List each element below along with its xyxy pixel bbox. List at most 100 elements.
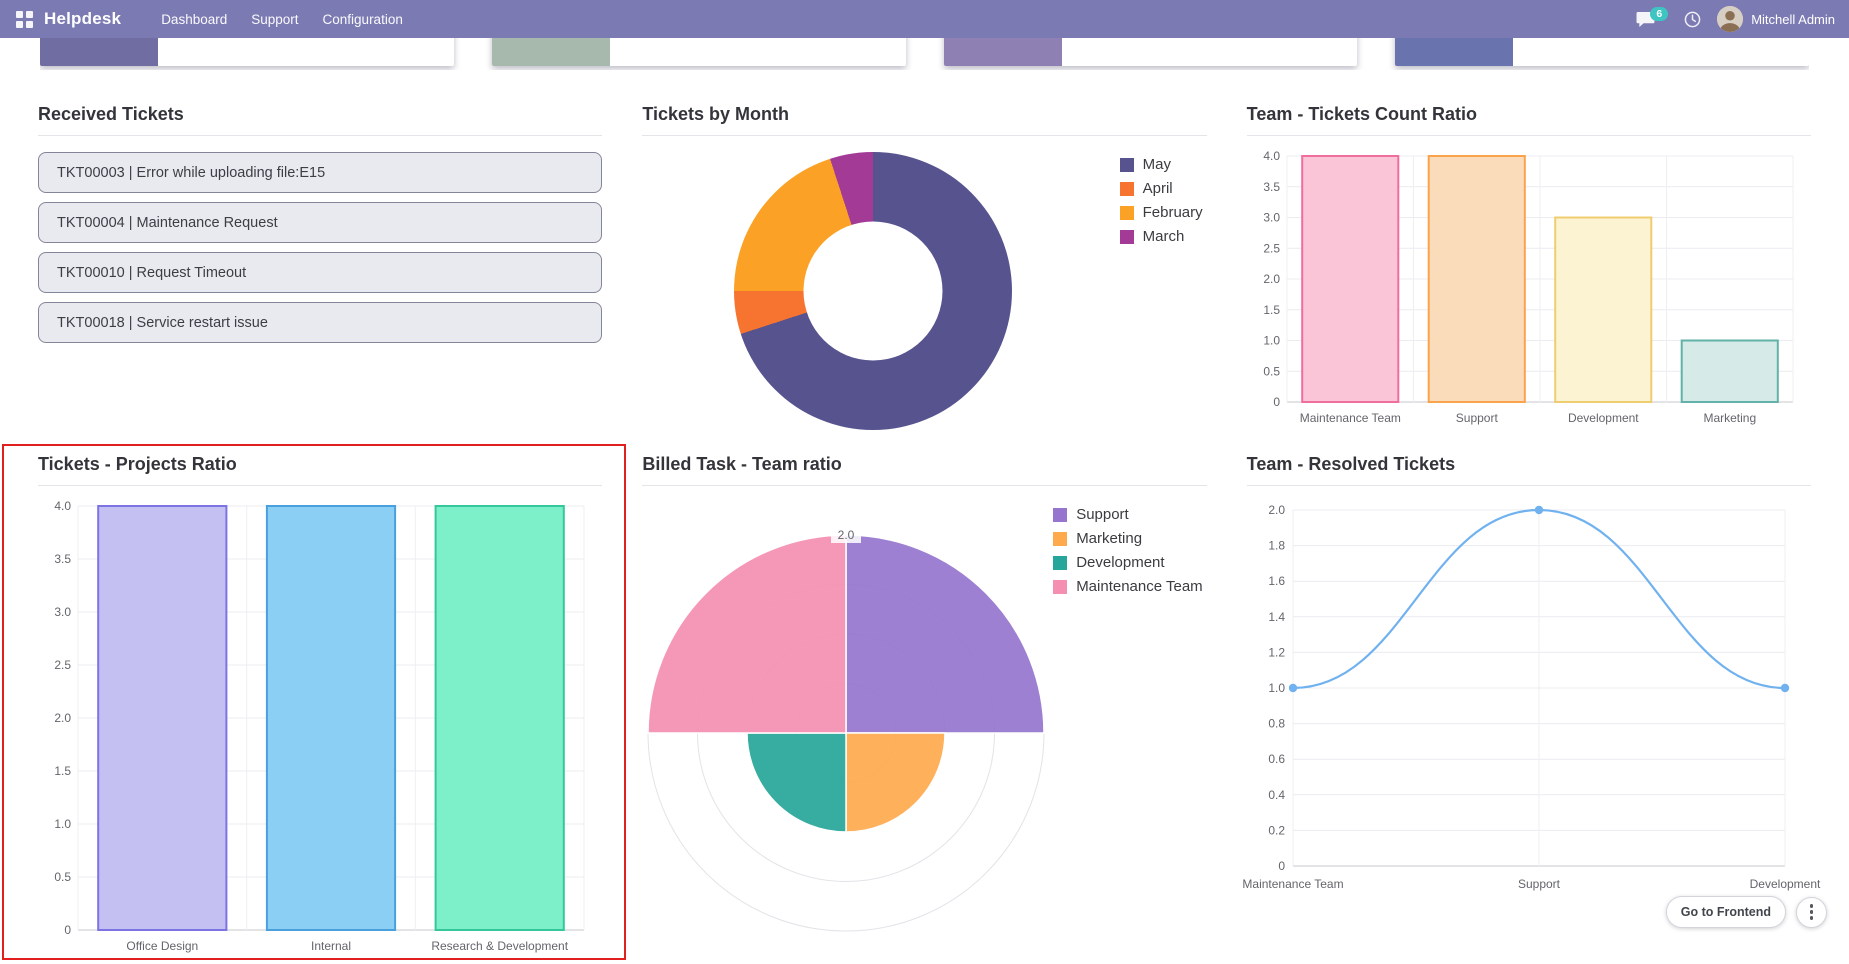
panel-title-received-tickets: Received Tickets [38, 100, 603, 136]
user-menu[interactable]: Mitchell Admin [1717, 6, 1835, 32]
menu-configuration[interactable]: Configuration [322, 11, 403, 27]
legend-label: May [1142, 156, 1171, 173]
svg-text:3.0: 3.0 [1263, 211, 1280, 225]
svg-text:1.8: 1.8 [1268, 539, 1285, 553]
ticket-item-0[interactable]: TKT00003 | Error while uploading file:E1… [38, 152, 603, 193]
svg-text:Research & Development: Research & Development [431, 939, 568, 953]
navbar-right: 6 Mitchell Admin [1636, 6, 1835, 32]
ticket-item-1[interactable]: TKT00004 | Maintenance Request [38, 202, 603, 243]
svg-text:0: 0 [1278, 859, 1285, 873]
legend-item-april[interactable]: April [1119, 180, 1203, 197]
legend-item-maintenance-team[interactable]: Maintenance Team [1053, 578, 1203, 595]
legend-item-may[interactable]: May [1119, 156, 1203, 173]
kpi-card-color-block [1395, 38, 1514, 66]
main-menu: Dashboard Support Configuration [149, 1, 415, 38]
kpi-card-color-block [943, 38, 1062, 66]
user-avatar [1717, 6, 1744, 32]
legend-label: Support [1076, 506, 1129, 523]
tickets-by-month-chart-area: May April February March [642, 148, 1206, 430]
svg-text:1.0: 1.0 [1268, 681, 1285, 695]
tickets-by-month-doughnut-chart[interactable] [734, 152, 1013, 430]
kpi-card-body [1513, 38, 1809, 66]
tickets-by-month-legend: May April February March [1119, 156, 1203, 245]
panel-team-resolved-tickets: Team - Resolved Tickets 0 0.2 0.4 0.6 0.8 1.0… [1242, 450, 1821, 962]
svg-text:2.5: 2.5 [1263, 241, 1280, 255]
activities-clock-icon[interactable] [1684, 11, 1701, 28]
billed-task-legend: Support Marketing Development Maintenanc… [1053, 506, 1203, 595]
svg-text:Support: Support [1455, 411, 1498, 425]
panel-billed-task-team-ratio: Billed Task - Team ratio 2.0 Support Mar… [642, 450, 1207, 962]
kpi-card-color-block [40, 38, 158, 66]
svg-text:2.0: 2.0 [838, 528, 855, 542]
menu-support[interactable]: Support [251, 11, 299, 27]
svg-text:0.5: 0.5 [54, 870, 71, 884]
bar-chart-canvas: 0 0.5 1.0 1.5 2.0 2.5 3.0 3.5 4.0 Office Design In… [54, 499, 585, 953]
user-name: Mitchell Admin [1751, 11, 1835, 27]
legend-label: Maintenance Team [1076, 578, 1203, 595]
legend-item-support[interactable]: Support [1053, 506, 1202, 523]
legend-label: Marketing [1076, 530, 1143, 547]
menu-dashboard[interactable]: Dashboard [161, 11, 228, 27]
team-resolved-line-chart[interactable]: 0 0.2 0.4 0.6 0.8 1.0 1.2 1.4 1.6 1.8 2.0 Maintenan… [1242, 498, 1821, 903]
svg-text:1.5: 1.5 [54, 764, 71, 778]
billed-task-polar-chart[interactable]: 2.0 [642, 502, 1052, 943]
legend-item-marketing[interactable]: Marketing [1053, 530, 1202, 547]
dashboard-grid: Received Tickets TKT00003 | Error while … [38, 100, 1821, 963]
svg-text:0.4: 0.4 [1268, 788, 1285, 802]
ticket-list: TKT00003 | Error while uploading file:E1… [38, 148, 603, 343]
svg-text:Development: Development [1568, 411, 1639, 425]
svg-text:1.0: 1.0 [54, 817, 71, 831]
legend-item-february[interactable]: February [1119, 204, 1203, 221]
panel-tickets-by-month: Tickets by Month May April February Marc… [642, 100, 1207, 430]
kpi-card-color-block [491, 38, 610, 66]
line-chart-canvas: 0 0.2 0.4 0.6 0.8 1.0 1.2 1.4 1.6 1.8 2.0 Maintenan… [1242, 503, 1821, 891]
ticket-item-2[interactable]: TKT00010 | Request Timeout [38, 252, 603, 293]
svg-text:3.5: 3.5 [1263, 180, 1280, 194]
team-tickets-count-bar-chart[interactable]: 0 0.5 1.0 1.5 2.0 2.5 3.0 3.5 4.0 Maintenance Tea… [1247, 148, 1811, 435]
kpi-card-body [610, 38, 906, 66]
svg-text:0.6: 0.6 [1268, 752, 1285, 766]
floating-actions: Go to Frontend [1665, 896, 1827, 928]
messages-count-badge: 6 [1650, 7, 1669, 21]
legend-label: March [1142, 228, 1185, 245]
ticket-item-3[interactable]: TKT00018 | Service restart issue [38, 302, 603, 343]
apps-menu-icon[interactable] [14, 9, 34, 29]
svg-text:3.5: 3.5 [54, 552, 71, 566]
tickets-projects-bar-chart[interactable]: 0 0.5 1.0 1.5 2.0 2.5 3.0 3.5 4.0 Office Design In… [38, 498, 602, 963]
legend-swatch [1053, 531, 1068, 546]
panel-title-tickets-by-month: Tickets by Month [642, 100, 1207, 136]
messages-icon[interactable]: 6 [1636, 7, 1669, 28]
kpi-card-body [1062, 38, 1358, 66]
bar-chart-canvas: 0 0.5 1.0 1.5 2.0 2.5 3.0 3.5 4.0 Maintenance Tea… [1263, 149, 1794, 425]
panel-title-tickets-projects: Tickets - Projects Ratio [38, 450, 603, 486]
legend-item-march[interactable]: March [1119, 228, 1203, 245]
kpi-card-4[interactable] [1395, 38, 1809, 66]
legend-swatch [1119, 205, 1134, 220]
legend-swatch [1053, 507, 1068, 522]
svg-text:0.2: 0.2 [1268, 823, 1285, 837]
svg-text:0.5: 0.5 [1263, 364, 1280, 378]
kebab-menu-icon[interactable] [1796, 896, 1827, 928]
svg-text:1.0: 1.0 [1263, 334, 1280, 348]
app-title[interactable]: Helpdesk [44, 9, 122, 28]
doughnut-hole [803, 221, 943, 361]
panel-title-team-tickets-count: Team - Tickets Count Ratio [1246, 100, 1811, 136]
kpi-card-2[interactable] [491, 38, 906, 66]
svg-text:Internal: Internal [311, 939, 351, 953]
svg-text:0.8: 0.8 [1268, 717, 1285, 731]
kpi-card-body [158, 38, 454, 66]
panel-title-billed-task: Billed Task - Team ratio [642, 450, 1207, 486]
svg-text:3.0: 3.0 [54, 605, 71, 619]
svg-text:Maintenance Team: Maintenance Team [1299, 411, 1400, 425]
svg-text:0: 0 [64, 923, 71, 937]
svg-text:2.0: 2.0 [54, 711, 71, 725]
kpi-card-1[interactable] [40, 38, 454, 66]
legend-item-development[interactable]: Development [1053, 554, 1202, 571]
legend-swatch [1053, 579, 1068, 594]
svg-text:Office Design: Office Design [126, 939, 198, 953]
svg-text:4.0: 4.0 [54, 499, 71, 513]
go-to-frontend-button[interactable]: Go to Frontend [1665, 896, 1786, 928]
kpi-card-3[interactable] [943, 38, 1358, 66]
panel-team-tickets-count-ratio: Team - Tickets Count Ratio 0 0.5 1.0 1.5 2.0… [1246, 100, 1811, 430]
panel-title-team-resolved: Team - Resolved Tickets [1246, 450, 1811, 486]
